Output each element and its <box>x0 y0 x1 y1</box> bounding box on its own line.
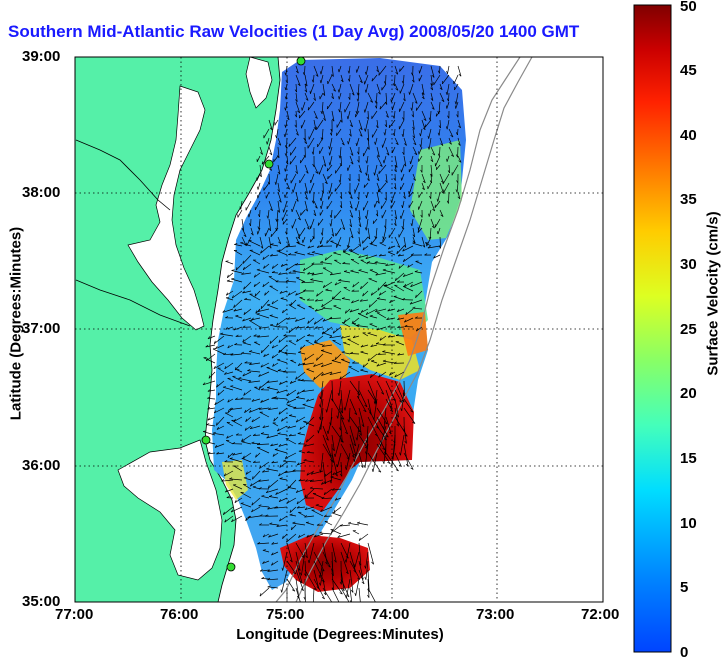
velocity-arrow-head <box>302 108 303 111</box>
velocity-arrow-head <box>455 106 456 109</box>
velocity-arrow-head <box>241 503 244 504</box>
colorbar-label: Surface Velocity (cm/s) <box>705 194 722 394</box>
velocity-arrow <box>350 354 359 355</box>
velocity-arrow-head <box>394 296 397 297</box>
colorbar-tick: 10 <box>680 515 697 532</box>
velocity-arrow-head <box>446 106 447 109</box>
velocity-arrow-head <box>292 209 293 212</box>
velocity-arrow-head <box>401 178 402 181</box>
velocity-arrow <box>449 192 450 204</box>
lat-tick-label: 38:00 <box>22 184 60 201</box>
lon-tick-label: 76:00 <box>160 606 198 623</box>
lat-tick-label: 36:00 <box>22 457 60 474</box>
colorbar-tick: 0 <box>680 644 688 661</box>
velocity-arrow-head <box>379 171 380 174</box>
velocity-arrow-head <box>332 512 335 513</box>
radar-site-marker <box>297 57 305 65</box>
velocity-arrow <box>404 381 405 396</box>
velocity-arrow-head <box>335 215 336 218</box>
radar-site-marker <box>202 436 210 444</box>
radar-site-marker <box>227 563 235 571</box>
velocity-arrow-head <box>320 241 321 244</box>
velocity-arrow-head <box>349 606 352 608</box>
velocity-arrow <box>458 129 459 135</box>
velocity-arrow-head <box>230 386 233 387</box>
velocity-arrow <box>440 66 441 73</box>
velocity-arrow-head <box>359 604 361 607</box>
velocity-arrow-head <box>419 70 420 73</box>
lon-tick-label: 73:00 <box>476 606 514 623</box>
lon-tick-label: 74:00 <box>371 606 409 623</box>
velocity-arrow-head <box>371 361 374 362</box>
colorbar-tick: 50 <box>680 0 697 15</box>
colorbar-tick: 30 <box>680 256 697 273</box>
colorbar-tick: 40 <box>680 127 697 144</box>
velocity-arrow <box>262 579 270 580</box>
velocity-arrow <box>386 75 387 84</box>
velocity-arrow <box>343 264 351 265</box>
velocity-arrow-head <box>379 72 380 75</box>
velocity-arrow-head <box>285 195 286 198</box>
velocity-arrow-head <box>301 213 302 216</box>
velocity-arrow-head <box>340 607 342 609</box>
colorbar-tick: 20 <box>680 385 697 402</box>
velocity-arrow-head <box>257 231 258 234</box>
velocity-arrow-head <box>257 195 258 198</box>
velocity-arrow-head <box>409 191 410 194</box>
velocity-arrow-head <box>310 226 311 229</box>
velocity-arrow-head <box>271 234 272 237</box>
y-axis-label: Latitude (Degrees:Minutes) <box>8 224 25 424</box>
velocity-arrow-head <box>332 605 335 607</box>
velocity-arrow <box>350 75 351 82</box>
velocity-arrow <box>272 273 278 274</box>
colorbar-tick: 45 <box>680 62 697 79</box>
colorbar-tick: 35 <box>680 191 697 208</box>
velocity-arrow-head <box>401 169 402 172</box>
velocity-arrow-head <box>299 115 300 118</box>
velocity-arrow-head <box>436 167 437 170</box>
velocity-arrow <box>449 93 450 101</box>
velocity-arrow-head <box>304 606 306 609</box>
lon-tick-label: 75:00 <box>266 606 304 623</box>
x-axis-label: Longitude (Degrees:Minutes) <box>200 626 480 643</box>
lon-tick-label: 72:00 <box>581 606 619 623</box>
radar-site-marker <box>265 160 273 168</box>
velocity-arrow-head <box>327 168 328 171</box>
lon-tick-label: 77:00 <box>55 606 93 623</box>
lat-tick-label: 39:00 <box>22 48 60 65</box>
colorbar-tick: 25 <box>680 321 697 338</box>
velocity-arrow-head <box>343 342 346 343</box>
velocity-arrow-head <box>373 221 374 224</box>
velocity-arrow-head <box>447 159 448 162</box>
lat-tick-label: 37:00 <box>22 320 60 337</box>
velocity-arrow <box>314 192 315 203</box>
colorbar-tick: 15 <box>680 450 697 467</box>
velocity-arrow-head <box>356 70 357 73</box>
velocity-arrow <box>405 327 413 328</box>
colorbar-tick: 5 <box>680 579 688 596</box>
velocity-arrow-head <box>400 216 401 219</box>
